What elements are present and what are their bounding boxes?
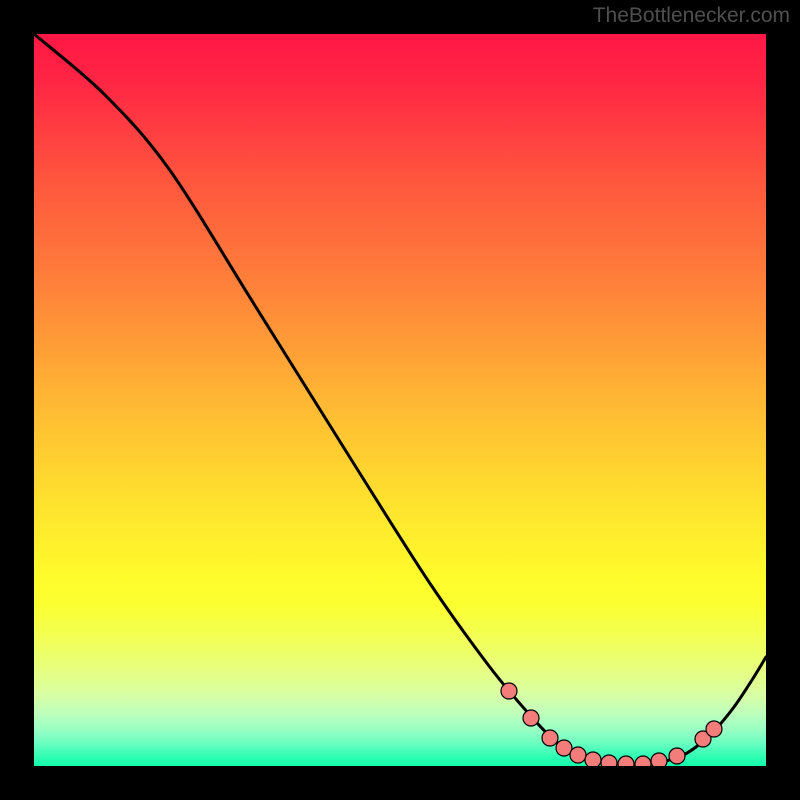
chart-marker [651, 753, 667, 766]
chart-marker [635, 756, 651, 766]
chart-marker [669, 748, 685, 764]
chart-plot-area [34, 34, 766, 766]
attribution-text: TheBottlenecker.com [593, 4, 790, 28]
chart-curve [34, 34, 766, 764]
chart-marker [585, 752, 601, 766]
chart-marker [570, 747, 586, 763]
chart-marker [523, 710, 539, 726]
chart-marker [618, 756, 634, 766]
chart-marker [501, 683, 517, 699]
chart-marker [542, 730, 558, 746]
chart-marker [706, 721, 722, 737]
chart-curve-layer [34, 34, 766, 766]
chart-marker [601, 755, 617, 766]
